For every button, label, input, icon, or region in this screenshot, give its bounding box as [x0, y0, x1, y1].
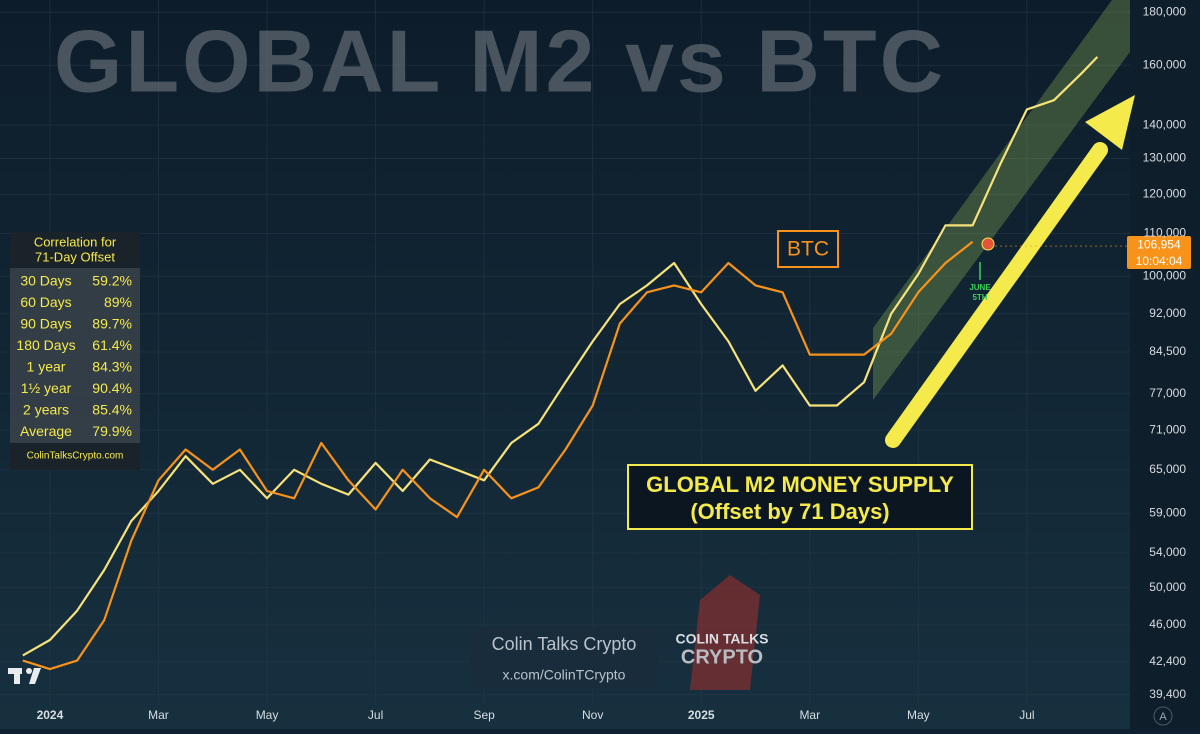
watermark-name: Colin Talks Crypto	[492, 634, 637, 654]
table-footer: ColinTalksCrypto.com	[27, 451, 124, 462]
y-tick-label: 42,400	[1149, 654, 1186, 668]
y-tick-label: 39,400	[1149, 687, 1186, 701]
last-price: 10:04:04 106,954	[1127, 236, 1191, 269]
x-tick-label: Mar	[799, 708, 820, 722]
last-price-label: 106,954	[1137, 237, 1181, 251]
y-tick-label: 92,000	[1149, 306, 1186, 320]
tv-logo-part	[26, 668, 32, 674]
series-line	[22, 56, 1099, 657]
x-tick-label: 2024	[37, 708, 64, 722]
y-tick-label: 120,000	[1143, 187, 1187, 201]
table-label: 2 years	[23, 402, 69, 418]
series-line	[22, 240, 974, 671]
arrow-shaft	[885, 142, 1108, 448]
y-tick-label: 180,000	[1143, 4, 1187, 18]
btc-label-box	[777, 230, 839, 268]
m2-label: GLOBAL M2 MONEY SUPPLY (Offset by 71 Day…	[627, 464, 973, 530]
table-title: Correlation for	[34, 234, 117, 249]
logo-text: CRYPTO	[681, 646, 763, 668]
y-tick-label: 54,000	[1149, 545, 1186, 559]
table-label: 1½ year	[21, 380, 72, 396]
x-tick-label: Jul	[1019, 708, 1034, 722]
y-tick-label: 65,000	[1149, 462, 1186, 476]
table-label: 30 Days	[20, 273, 71, 289]
x-tick-label: May	[256, 708, 279, 722]
marker-text: JUNE	[969, 283, 991, 292]
arrow-head	[1085, 95, 1135, 150]
x-tick-label: Jul	[368, 708, 383, 722]
table-value: 79.9%	[92, 423, 132, 439]
table-header-bg	[10, 232, 140, 268]
marker-text: 5TH	[972, 293, 987, 302]
x-tick-label: Sep	[473, 708, 495, 722]
y-tick-label: 71,000	[1149, 422, 1186, 436]
table-value: 89.7%	[92, 316, 132, 332]
y-tick-label: 160,000	[1143, 57, 1187, 71]
m2-label-title: GLOBAL M2 MONEY SUPPLY	[646, 472, 954, 497]
table-value: 59.2%	[92, 273, 132, 289]
y-tick-label: 130,000	[1143, 151, 1187, 165]
y-tick-label: 140,000	[1143, 117, 1187, 131]
y-tick-label: 59,000	[1149, 505, 1186, 519]
y-tick-label: 84,500	[1149, 344, 1186, 358]
price-axis-panel	[1130, 0, 1200, 729]
table-title: 71-Day Offset	[35, 249, 115, 264]
x-tick-label: May	[907, 708, 930, 722]
watermark-box	[470, 627, 658, 688]
x-tick-label: Mar	[148, 708, 169, 722]
trend-channel	[873, 0, 1130, 400]
tv-logo-part	[14, 668, 20, 684]
m2-label-subtitle: (Offset by 71 Days)	[690, 499, 889, 524]
correlation-table: Correlation for 71-Day Offset ColinTalks…	[10, 232, 140, 470]
auto-button[interactable]	[1153, 706, 1173, 726]
tv-logo	[8, 668, 41, 684]
y-tick-label: 100,000	[1143, 268, 1187, 282]
table-value: 84.3%	[92, 359, 132, 375]
y-tick-label: 110,000	[1144, 226, 1187, 240]
countdown: 10:04:04	[1136, 254, 1183, 268]
logo-text: COLIN TALKS	[675, 631, 768, 647]
auto-button-label[interactable]: A	[1159, 711, 1167, 723]
m2-label-box	[627, 464, 973, 530]
table-value: 89%	[104, 294, 132, 310]
btc-label-text: BTC	[787, 238, 829, 261]
watermark: Colin Talks Crypto x.com/ColinTCrypto CO…	[470, 575, 769, 690]
table-bg	[10, 232, 140, 470]
tv-logo-part	[29, 668, 41, 684]
btc-label: BTC	[777, 230, 839, 268]
x-tick-label: Nov	[582, 708, 603, 722]
watermark-handle: x.com/ColinTCrypto	[503, 667, 626, 683]
table-value: 85.4%	[92, 402, 132, 418]
y-tick-label: 50,000	[1149, 580, 1186, 594]
table-footer-bg	[10, 443, 140, 470]
table-label: 60 Days	[20, 294, 71, 310]
chart-title: GLOBAL M2 vs BTC	[54, 11, 946, 110]
series	[22, 56, 1099, 671]
table-label: 1 year	[27, 359, 66, 375]
trend-arrow	[885, 95, 1135, 448]
x-tick-label: 2025	[688, 708, 715, 722]
table-value: 90.4%	[92, 380, 132, 396]
logo-bull	[690, 575, 760, 690]
table-label: Average	[20, 423, 72, 439]
table-label: 90 Days	[20, 316, 71, 332]
last-price-box	[1127, 236, 1191, 269]
y-tick-label: 77,000	[1149, 386, 1186, 400]
table-value: 61.4%	[92, 337, 132, 353]
y-tick-label: 46,000	[1149, 617, 1186, 631]
table-label: 180 Days	[16, 337, 75, 353]
date-marker: JUNE 5TH	[969, 237, 995, 302]
marker-dot	[981, 237, 995, 251]
